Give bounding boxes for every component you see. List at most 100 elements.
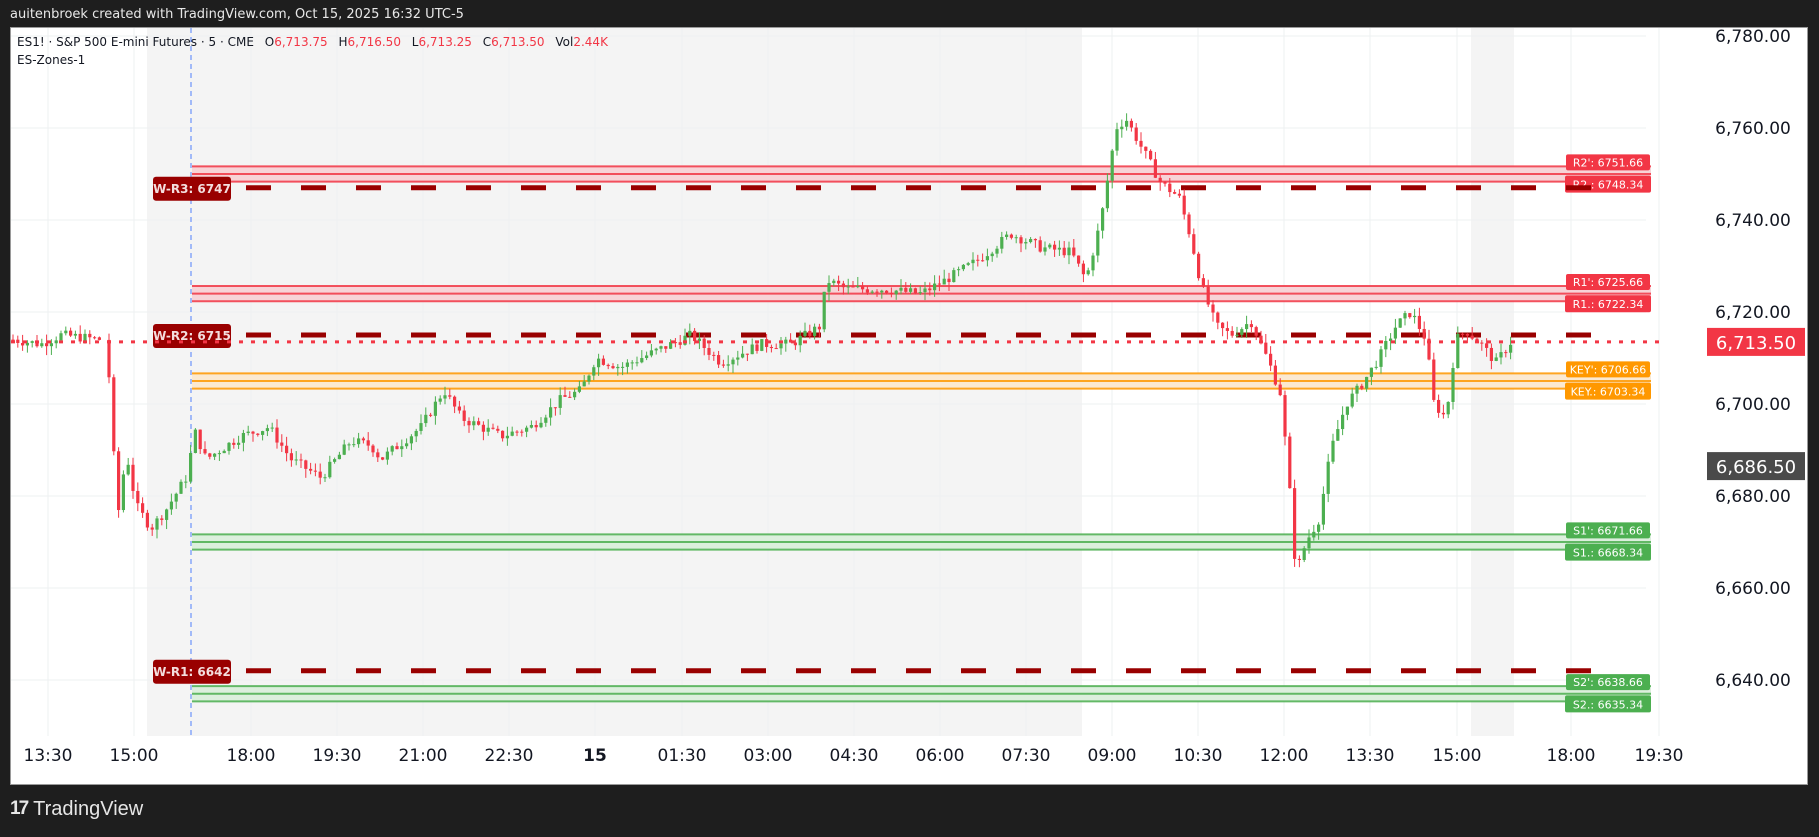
candle-up [1125, 120, 1129, 127]
candle-down [16, 339, 20, 343]
candle-up [870, 291, 874, 293]
candle-up [1413, 315, 1417, 318]
candle-down [1297, 558, 1301, 560]
candle-down [904, 287, 908, 292]
candle-down [429, 414, 433, 416]
candle-down [198, 429, 202, 450]
candle-up [587, 375, 591, 382]
session-shading [1471, 28, 1514, 773]
candle-up [1336, 429, 1340, 441]
candle-down [1489, 347, 1493, 361]
zone-label-upper [1566, 154, 1650, 171]
time-tick-label: 09:00 [1088, 746, 1137, 766]
legend-sep: · [48, 35, 57, 49]
candle-up [1086, 270, 1090, 275]
candle-down [203, 449, 207, 454]
candle-up [1350, 393, 1354, 407]
candle-down [563, 395, 567, 397]
candle-down [1360, 385, 1364, 389]
candle-down [1283, 395, 1287, 437]
chart-frame[interactable]: R2': 6751.66 R2.: 6748.34 R1': 6725.66 R1.:… [10, 27, 1808, 785]
candle-up [165, 509, 169, 520]
candle-down [457, 406, 461, 411]
candle-down [1211, 304, 1215, 313]
candle-up [83, 333, 87, 342]
legend-sep: · [219, 35, 228, 49]
candle-down [256, 433, 260, 435]
last-price-badge [1707, 327, 1805, 356]
zone-label-lower-text: S2.: 6635.34 [1573, 698, 1643, 711]
zone-s2: S2': 6638.66 S2.: 6635.34 [192, 674, 1651, 713]
candle-down [448, 395, 452, 397]
candle-up [64, 330, 68, 334]
candle-down [1149, 150, 1153, 160]
candle-up [827, 283, 831, 292]
candle-down [1264, 342, 1268, 354]
candle-up [726, 364, 730, 366]
candle-down [1163, 182, 1167, 184]
weekly-level-label[interactable] [153, 176, 231, 201]
candle-down [97, 337, 101, 340]
candle-up [347, 444, 351, 446]
candle-down [1077, 255, 1081, 264]
candle-down [1470, 335, 1474, 339]
candle-up [846, 286, 850, 288]
candle-up [1499, 352, 1503, 358]
weekly-level-label[interactable] [153, 659, 231, 684]
candle-up [995, 248, 999, 254]
candle-up [1389, 338, 1393, 341]
candle-up [750, 344, 754, 355]
candle-down [601, 358, 605, 365]
candle-down [1288, 436, 1292, 489]
candle-down [981, 260, 985, 262]
candle-down [837, 280, 841, 284]
candle-down [366, 440, 370, 446]
zone-label-upper-text: S1': 6671.66 [1573, 524, 1643, 537]
candle-down [1254, 327, 1258, 336]
candle-up [525, 427, 529, 432]
legend-symbol[interactable]: ES1! [17, 35, 45, 49]
candle-up [1302, 548, 1306, 560]
candle-up [899, 287, 903, 291]
weekly-level-label[interactable] [153, 324, 231, 348]
candle-up [1326, 461, 1330, 494]
candle-up [1384, 340, 1388, 350]
legend-low-value: 6,713.25 [418, 35, 472, 49]
candle-up [385, 451, 389, 460]
candle-down [1081, 263, 1085, 275]
candle-up [952, 270, 956, 283]
candle-down [769, 346, 773, 349]
price-axis[interactable] [1661, 28, 1808, 773]
candle-up [1398, 318, 1402, 328]
candle-down [69, 330, 73, 336]
candle-up [760, 339, 764, 351]
candle-down [117, 451, 121, 511]
legend-row-main: ES1! · S&P 500 E-mini Futures · 5 · CME … [17, 33, 608, 51]
candle-down [611, 366, 615, 369]
candle-up [1240, 329, 1244, 335]
candle-up [1000, 236, 1004, 249]
legend-high-key: H [338, 35, 348, 49]
legend-exchange: CME [227, 35, 254, 49]
weekly-level: W-R2: 6715 [153, 324, 1596, 348]
candle-down [150, 527, 154, 530]
candle-up [227, 442, 231, 451]
time-axis[interactable] [11, 736, 1808, 785]
candle-up [1345, 406, 1349, 415]
candle-up [832, 280, 836, 284]
candle-down [1432, 359, 1436, 400]
crosshair-price-badge [1707, 452, 1805, 481]
price-tick-label: 6,680.00 [1715, 487, 1791, 507]
candle-up [294, 459, 298, 461]
candle-down [1504, 352, 1508, 354]
indicator-name[interactable]: ES-Zones-1 [17, 53, 86, 67]
candle-up [486, 427, 490, 432]
candle-up [573, 391, 577, 398]
candle-down [491, 427, 495, 429]
time-tick-label: 06:00 [916, 746, 965, 766]
candle-up [813, 326, 817, 336]
candle-down [1182, 195, 1186, 215]
candle-up [616, 366, 620, 369]
